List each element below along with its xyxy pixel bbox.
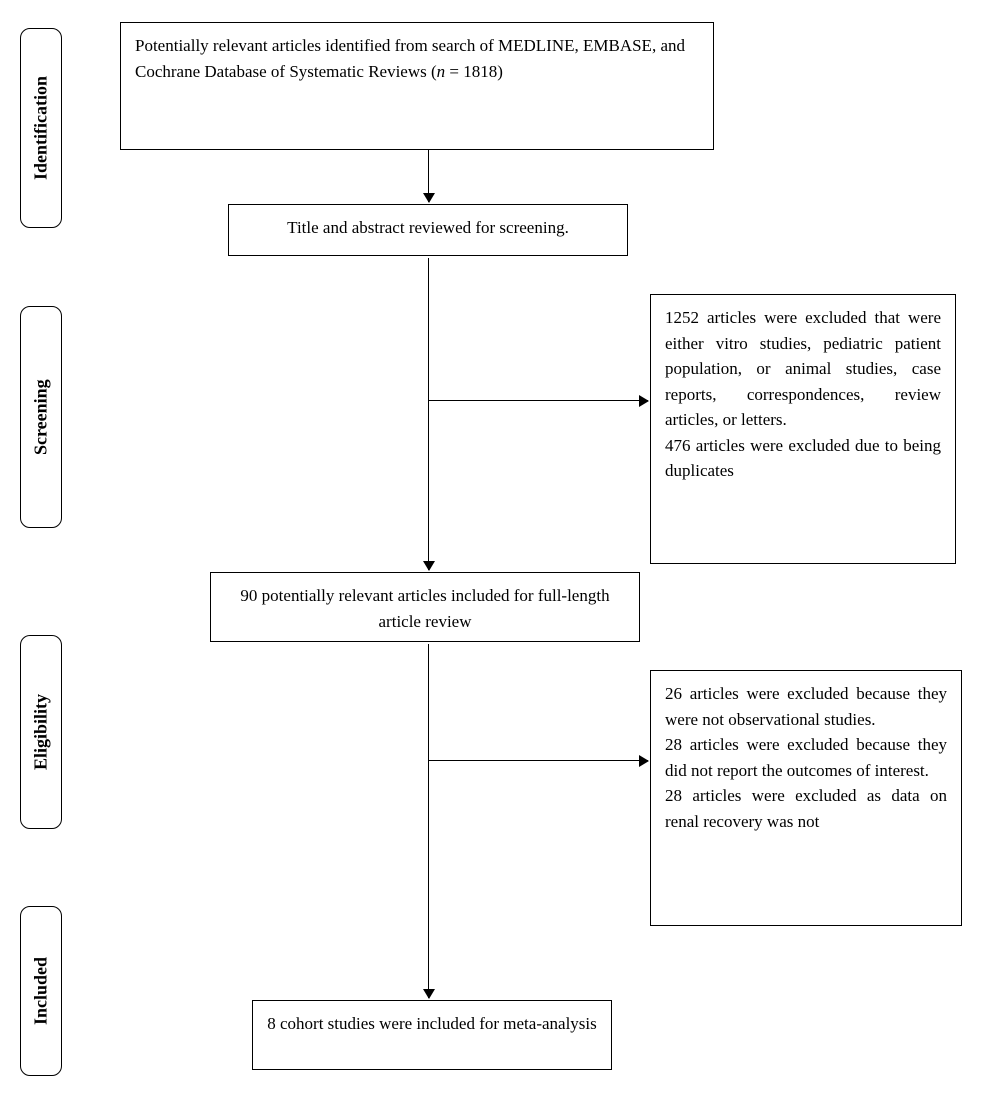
stage-label-identification: Identification (20, 28, 62, 228)
stage-label-included: Included (20, 906, 62, 1076)
arrow-a3 (428, 400, 648, 401)
arrow-a1 (428, 150, 429, 202)
flow-node-n3: 1252 articles were excluded that were ei… (650, 294, 956, 564)
stage-label-eligibility: Eligibility (20, 635, 62, 829)
stage-label-screening: Screening (20, 306, 62, 528)
flow-node-n1: Potentially relevant articles identified… (120, 22, 714, 150)
flow-node-n2: Title and abstract reviewed for screenin… (228, 204, 628, 256)
flow-node-n5: 26 articles were excluded because they w… (650, 670, 962, 926)
arrow-a2 (428, 258, 429, 570)
flow-node-n6: 8 cohort studies were included for meta-… (252, 1000, 612, 1070)
arrow-a4 (428, 644, 429, 998)
arrow-a5 (428, 760, 648, 761)
flow-node-n4: 90 potentially relevant articles include… (210, 572, 640, 642)
